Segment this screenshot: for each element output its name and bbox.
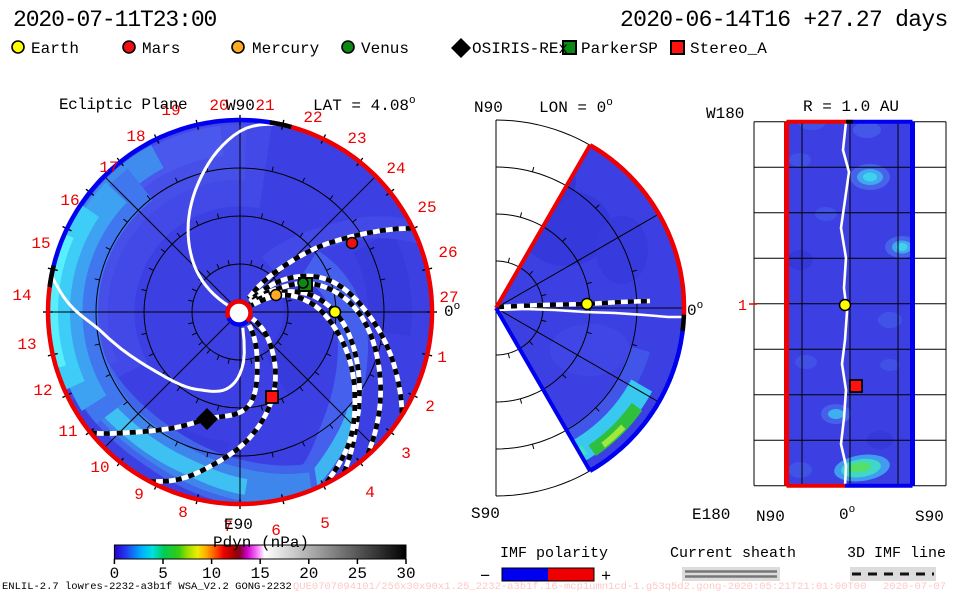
svg-text:0o: 0o — [839, 504, 855, 524]
svg-text:0o: 0o — [687, 300, 703, 320]
svg-text:Earth: Earth — [31, 40, 79, 58]
svg-text:S90: S90 — [915, 508, 944, 526]
svg-text:+: + — [601, 568, 611, 587]
svg-text:9: 9 — [134, 486, 144, 504]
svg-text:R = 1.0 AU: R = 1.0 AU — [803, 98, 899, 116]
svg-text:15: 15 — [31, 235, 50, 253]
svg-text:18: 18 — [126, 128, 145, 146]
svg-text:OSIRIS-REx: OSIRIS-REx — [472, 40, 568, 58]
svg-text:25: 25 — [348, 565, 367, 583]
svg-text:22: 22 — [303, 109, 322, 127]
svg-text:Mercury: Mercury — [252, 40, 320, 58]
svg-text:23: 23 — [347, 130, 366, 148]
svg-text:24: 24 — [386, 160, 405, 178]
svg-text:W90: W90 — [226, 97, 255, 115]
svg-text:Mars: Mars — [142, 40, 180, 58]
svg-text:19: 19 — [161, 102, 180, 120]
svg-text:10: 10 — [90, 459, 109, 477]
svg-text:0: 0 — [110, 565, 120, 583]
svg-text:15: 15 — [251, 565, 270, 583]
svg-text:17: 17 — [99, 159, 118, 177]
svg-text:Stereo_A: Stereo_A — [690, 40, 767, 58]
svg-text:2: 2 — [425, 398, 435, 416]
svg-text:ENLIL-2.7 lowres-2232-a3b1f WS: ENLIL-2.7 lowres-2232-a3b1f WSA_V2.2 GON… — [2, 581, 292, 593]
svg-text:Ecliptic Plane: Ecliptic Plane — [59, 96, 187, 114]
svg-text:4: 4 — [365, 484, 375, 502]
svg-text:8: 8 — [178, 504, 188, 522]
svg-text:30: 30 — [396, 565, 415, 583]
svg-text:25: 25 — [417, 199, 436, 217]
svg-text:QUE0707094101/256x30x90x1.25_2: QUE0707094101/256x30x90x1.25_2232-a3b1f.… — [293, 581, 866, 593]
svg-text:5: 5 — [320, 515, 330, 533]
svg-text:−: − — [480, 568, 490, 587]
svg-text:ParkerSP: ParkerSP — [581, 40, 658, 58]
svg-text:0o: 0o — [444, 301, 460, 321]
svg-text:26: 26 — [438, 244, 457, 262]
svg-text:20: 20 — [299, 565, 318, 583]
svg-text:2020-06-14T16 +27.27 days: 2020-06-14T16 +27.27 days — [620, 7, 948, 33]
svg-text:IMF polarity: IMF polarity — [500, 545, 608, 562]
svg-text:Pdyn (nPa): Pdyn (nPa) — [213, 534, 309, 552]
svg-text:21: 21 — [255, 97, 274, 115]
svg-text:LON = 0o: LON = 0o — [539, 97, 613, 117]
svg-text:1: 1 — [437, 349, 447, 367]
svg-text:6: 6 — [271, 522, 281, 540]
svg-text:E180: E180 — [692, 506, 730, 524]
svg-text:5: 5 — [158, 565, 168, 583]
svg-text:27: 27 — [439, 289, 458, 307]
svg-text:3D IMF line: 3D IMF line — [847, 545, 946, 562]
svg-text:S90: S90 — [471, 505, 500, 523]
svg-text:12: 12 — [33, 382, 52, 400]
svg-text:N90: N90 — [474, 99, 503, 117]
svg-text:3: 3 — [401, 445, 411, 463]
svg-text:16: 16 — [60, 192, 79, 210]
svg-text:N90: N90 — [756, 508, 785, 526]
svg-text:20: 20 — [209, 97, 228, 115]
svg-text:2020-07-11T23:00: 2020-07-11T23:00 — [13, 7, 217, 33]
svg-text:1: 1 — [738, 298, 747, 315]
svg-text:2020-07-07: 2020-07-07 — [883, 581, 946, 593]
svg-text:LAT = 4.08o: LAT = 4.08o — [313, 95, 416, 115]
svg-text:Current sheath: Current sheath — [670, 545, 796, 562]
svg-text:14: 14 — [12, 287, 31, 305]
svg-text:13: 13 — [17, 336, 36, 354]
svg-text:Venus: Venus — [361, 40, 409, 58]
svg-text:E90: E90 — [224, 516, 253, 534]
svg-text:10: 10 — [202, 565, 221, 583]
svg-text:W180: W180 — [706, 105, 744, 123]
svg-text:11: 11 — [58, 423, 77, 441]
svg-text:7: 7 — [223, 518, 233, 536]
